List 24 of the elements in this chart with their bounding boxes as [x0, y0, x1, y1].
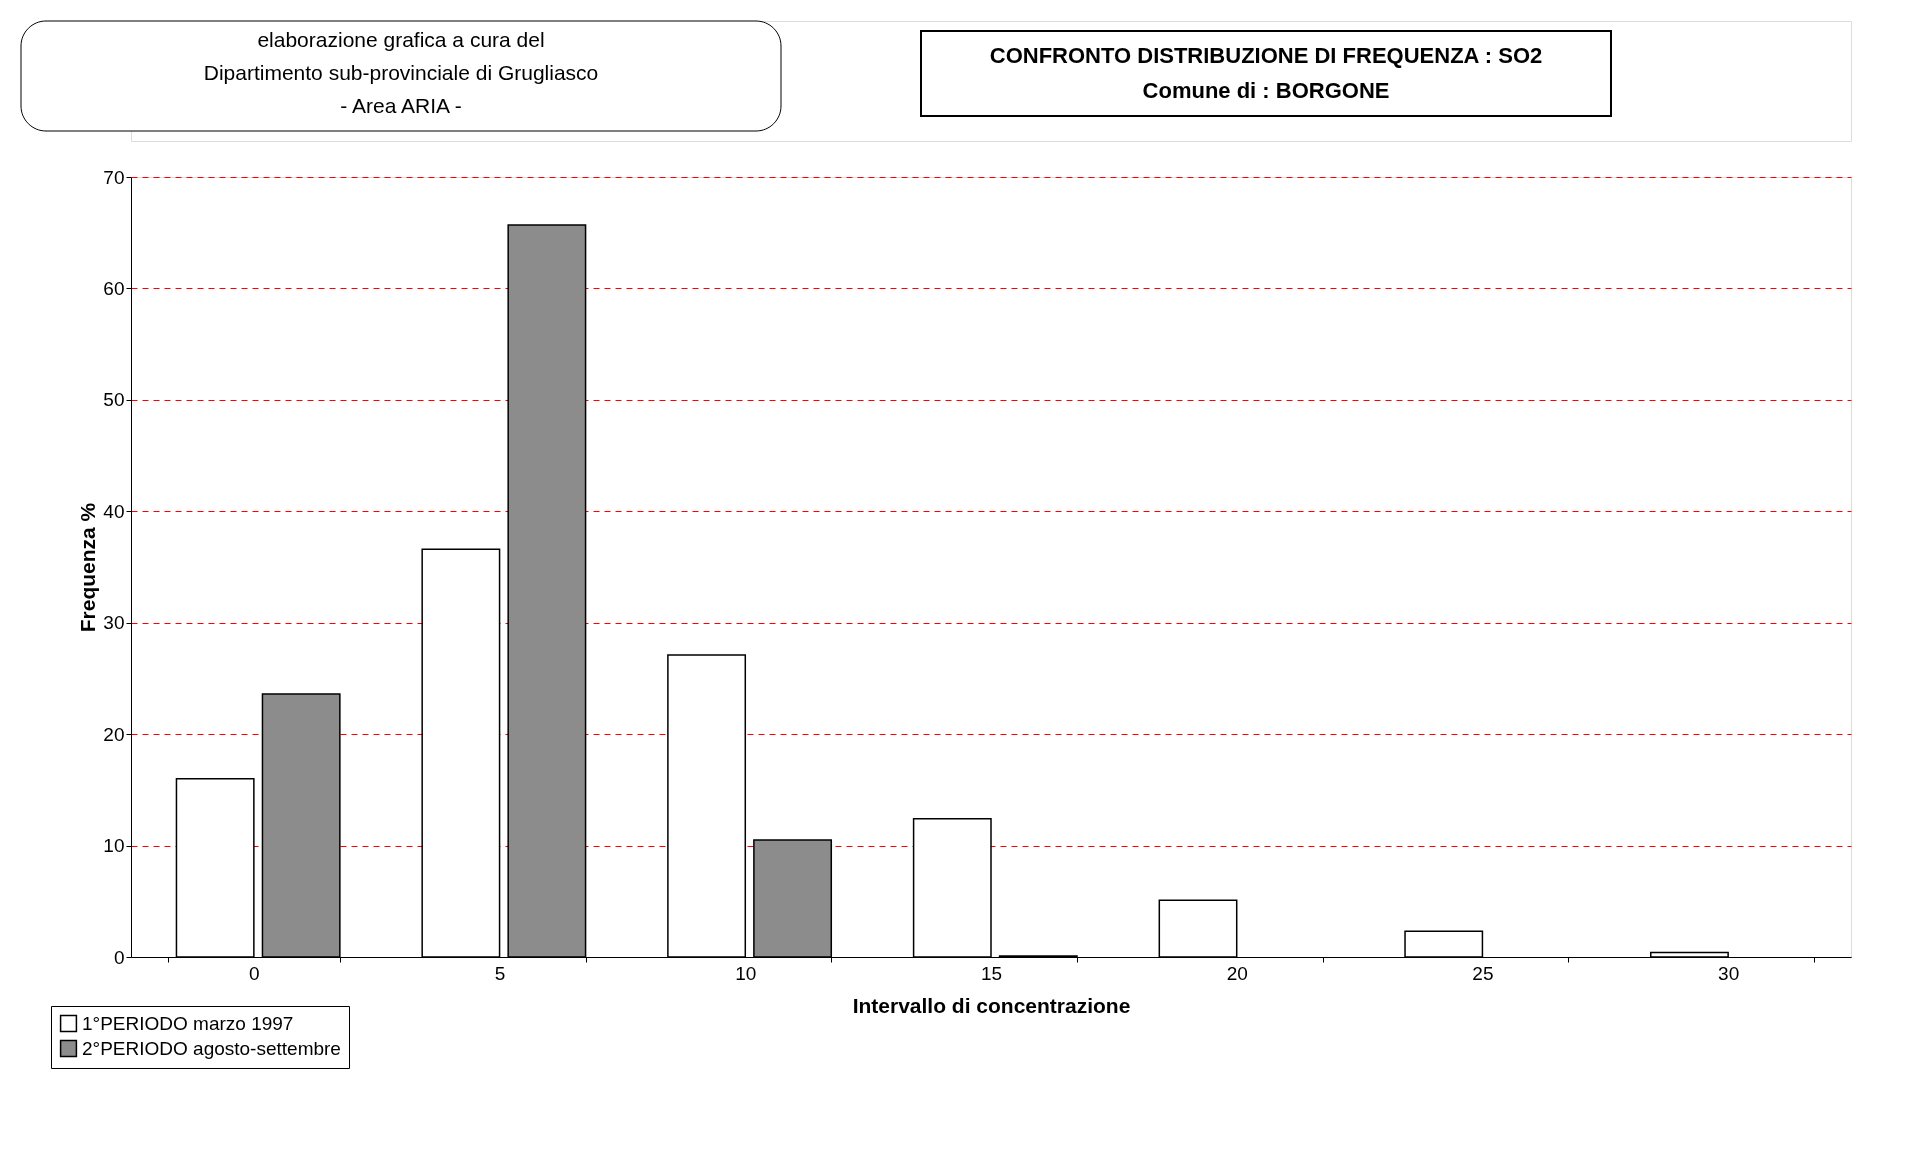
y-tick-label: 50 [103, 389, 125, 411]
x-tick-label: 10 [735, 962, 757, 984]
x-tick-label: 15 [980, 962, 1003, 984]
chart-subtitle: Comune di : BORGONE [1142, 78, 1390, 103]
x-tick-label: 25 [1472, 962, 1494, 984]
text: - Area ARIA - [340, 94, 462, 117]
text: elaborazione grafica a cura del [257, 28, 545, 51]
chart-title: CONFRONTO DISTRIBUZIONE DI FREQUENZA : SO2 [989, 43, 1543, 68]
y-tick-label: 40 [103, 500, 125, 522]
text: Dipartimento sub-provinciale di Grugliasco [203, 61, 599, 84]
y-tick-label: 60 [103, 277, 125, 299]
x-axis-title: Intervallo di concentrazione [852, 993, 1131, 1017]
y-tick-label: 70 [103, 166, 125, 188]
y-tick-label: 10 [103, 835, 125, 857]
legend-label: 1°PERIODO marzo 1997 [82, 1012, 294, 1034]
y-tick-label: 20 [103, 723, 125, 745]
y-axis-title: Frequenza % [76, 502, 100, 633]
legend-label: 2°PERIODO agosto-settembre [82, 1037, 341, 1059]
x-tick-label: 5 [494, 962, 506, 984]
x-tick-label: 30 [1718, 962, 1740, 984]
y-tick-label: 0 [113, 946, 125, 968]
y-tick-label: 30 [103, 612, 125, 634]
x-tick-label: 20 [1226, 962, 1248, 984]
x-tick-label: 0 [249, 962, 260, 984]
